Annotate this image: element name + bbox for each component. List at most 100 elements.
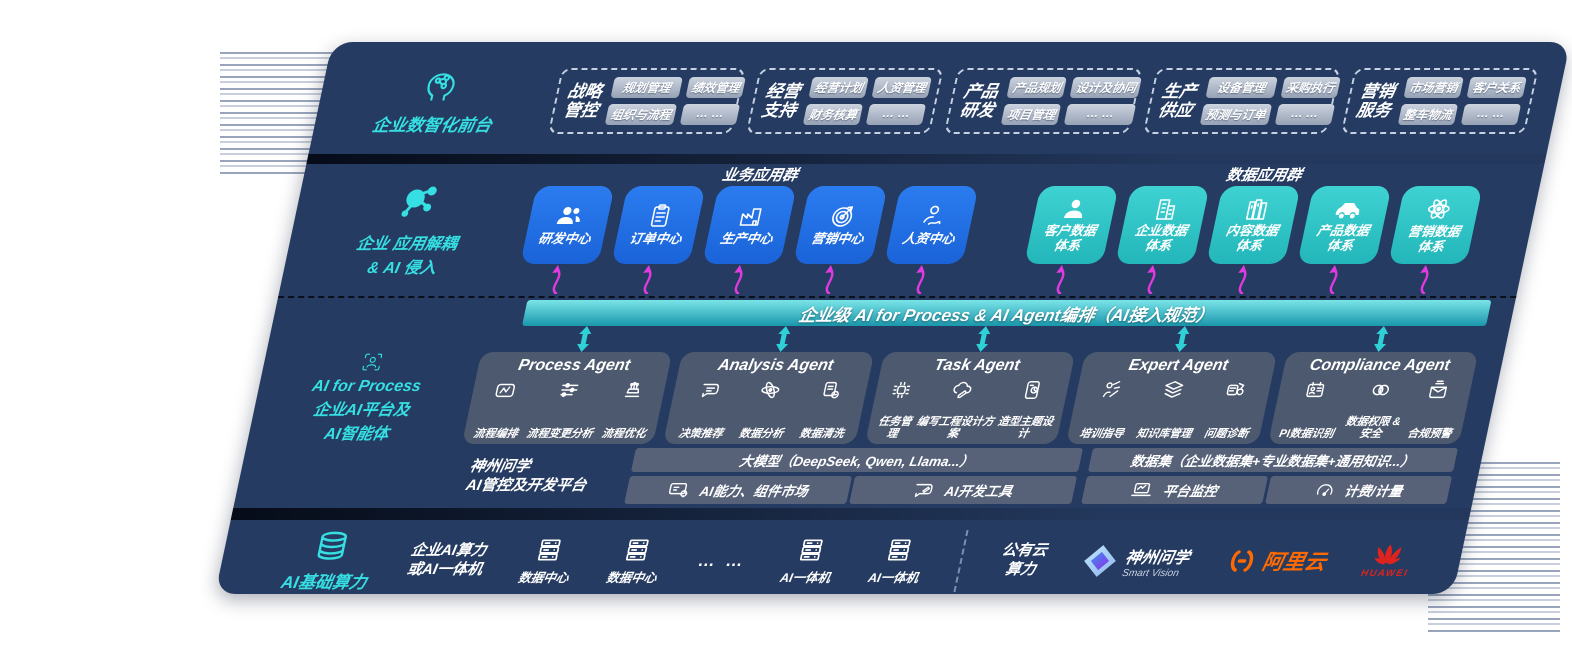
tile-product-data: 产品数据 体系	[1297, 186, 1392, 264]
magenta-arrow	[787, 264, 871, 294]
pill: 整车物流	[1397, 104, 1458, 125]
agent-title: Analysis Agent	[716, 357, 835, 374]
business-group-title: 业务应用群	[720, 167, 800, 184]
agent-item-label: 数据分析	[737, 427, 785, 440]
magenta-arrow	[605, 264, 689, 294]
team-icon	[556, 207, 580, 225]
platform-label: 神州问学 AI管控及开发平台	[464, 457, 588, 495]
smartvision-en: Smart Vision	[1121, 567, 1180, 579]
magenta-arrow	[1200, 264, 1284, 294]
tile-label: 订单中心	[627, 231, 684, 247]
data-group-title: 数据应用群	[1224, 167, 1304, 184]
pill: 绩效管理	[685, 77, 746, 98]
magenta-arrow	[514, 264, 598, 294]
agent-title: Task Agent	[932, 357, 1022, 374]
cell-ai-dev-tools: AI开发工具	[848, 476, 1077, 504]
magenta-arrow	[1109, 264, 1193, 294]
agent-expert: Expert Agent 培训指导 知识库管理 问题诊断	[1066, 352, 1278, 444]
car-icon	[1335, 202, 1360, 219]
pill: 设备管理	[1205, 77, 1278, 98]
ai-platform-label: AI for Process 企业AI平台及 AI智能体	[310, 378, 423, 443]
node-datacenter-2: 数据中心	[605, 537, 665, 586]
task-grid-icon	[892, 381, 911, 399]
agent-item-label: 合规预警	[1406, 427, 1453, 440]
node-label: 数据中心	[517, 570, 571, 585]
optimize-stack-icon	[624, 381, 639, 398]
magenta-arrow	[1018, 264, 1102, 294]
pill: 预测与订单	[1199, 104, 1272, 125]
dataset-bar: 数据集（企业数据集+专业数据集+通用知识...）	[1087, 448, 1459, 472]
server-icon	[538, 538, 561, 561]
pill: 组织与流程	[604, 104, 678, 125]
band-platform: 神州问学 AI管控及开发平台 大模型（DeepSeek, Qwen, Llama…	[233, 444, 1485, 508]
cloud-pen-icon	[953, 381, 972, 399]
cell-label: 计费/计量	[1342, 484, 1404, 499]
node-ai-appliance-1: AI一体机	[779, 537, 839, 586]
pill: 产品规划	[1006, 77, 1068, 98]
knowledge-layers-icon	[1164, 381, 1184, 398]
data-clean-icon	[822, 381, 839, 399]
tile-label: 营销中心	[809, 231, 866, 247]
cell-ai-capability-market: AI能力、组件市场	[624, 476, 852, 504]
node-datacenter-1: 数据中心	[517, 537, 577, 586]
pill: 项目管理	[1001, 104, 1062, 125]
band-apps: 企业 应用解耦 & AI 侵入 业务应用群 研发中心	[278, 164, 1544, 296]
group-marketing-service: 营销 服务 市场营销 客户关系 整车物流 … …	[1340, 68, 1539, 134]
enterprise-compute-label: 企业AI算力 或AI一体机	[405, 542, 489, 578]
teal-double-arrow	[681, 326, 886, 352]
sliders-icon	[559, 383, 579, 397]
laptop-chart-icon	[1131, 482, 1151, 497]
group-production-supply: 生产 供应 设备管理 采购执行 预测与订单 … …	[1142, 68, 1341, 134]
server-icon	[887, 538, 911, 561]
tile-content-data: 内容数据 体系	[1206, 186, 1301, 264]
agent-title: Compliance Agent	[1308, 357, 1452, 374]
huawei-logo: HUAWEI	[1360, 543, 1415, 579]
magenta-arrow	[1291, 264, 1375, 294]
group-title: 产品 研发	[958, 81, 1001, 120]
agent-item-label: 流程变更分析	[525, 427, 594, 440]
molecule-icon	[401, 186, 437, 217]
agent-item-label: 流程优化	[600, 427, 648, 440]
pill: … …	[1460, 104, 1521, 125]
group-title: 经营 支持	[759, 81, 803, 120]
gauge-icon	[1316, 484, 1333, 496]
smartvision-logo: 神州问学 Smart Vision	[1079, 544, 1192, 579]
cell-billing-metering: 计费/计量	[1264, 476, 1453, 504]
tile-label: 企业数据 体系	[1133, 222, 1189, 253]
ellipsis: … …	[696, 551, 748, 570]
database-icon	[317, 531, 347, 560]
smartvision-cn: 神州问学	[1123, 549, 1192, 567]
teal-double-arrow	[1080, 326, 1285, 352]
design-tablet-icon	[1024, 381, 1040, 399]
group-title: 营销 服务	[1354, 81, 1397, 120]
brain-icon	[427, 72, 455, 101]
person-icon	[1063, 199, 1083, 218]
alert-mail-icon	[1429, 380, 1448, 399]
main-panel: 企业数智化前台 战略 管控 规划管理 绩效管理 组织与流程 … … 经营 支持 …	[215, 42, 1571, 594]
agent-item-label: 造型主题设计	[996, 415, 1055, 440]
agent-analysis: Analysis Agent 决策推荐 数据分析 数据清洗	[663, 352, 875, 444]
group-title: 生产 供应	[1156, 81, 1199, 120]
infra-label-block: AI基础算力	[279, 530, 377, 593]
cell-label: AI能力、组件市场	[698, 484, 810, 499]
dashed-divider	[953, 530, 969, 592]
cell-label: 平台监控	[1161, 484, 1219, 499]
scan-person-icon	[361, 353, 382, 371]
atom-icon	[1427, 199, 1450, 219]
pill: … …	[865, 104, 927, 125]
aliyun-text: 阿里云	[1260, 551, 1328, 574]
tile-label: 生产中心	[718, 231, 775, 247]
pill: 财务核算	[802, 104, 864, 125]
teal-double-arrow	[1279, 326, 1484, 352]
pill: 人资管理	[871, 77, 933, 98]
aliyun-logo: 阿里云	[1224, 546, 1329, 576]
factory-icon	[739, 208, 762, 227]
smartvision-diamond-icon	[1083, 545, 1116, 577]
server-icon	[626, 538, 649, 561]
infra-label: AI基础算力	[279, 572, 369, 592]
hr-person-icon	[923, 205, 941, 226]
shelf-divider	[230, 508, 1472, 520]
flow-edit-icon	[495, 383, 515, 398]
teal-double-arrow	[481, 326, 686, 352]
agent-task: Task Agent 任务管理 编写工程设计方案 造型主题设计	[864, 352, 1076, 444]
